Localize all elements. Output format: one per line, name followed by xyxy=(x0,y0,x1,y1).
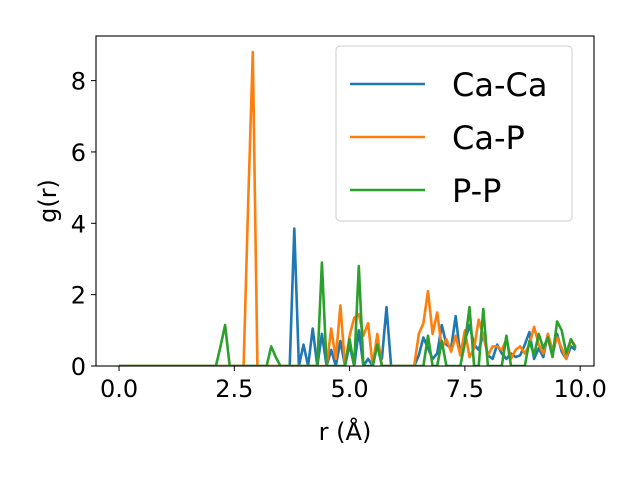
x-tick-label: 10.0 xyxy=(553,375,606,403)
legend-label-p-p: P-P xyxy=(452,172,501,210)
legend-label-ca-ca: Ca-Ca xyxy=(452,66,547,104)
x-tick-label: 2.5 xyxy=(215,375,253,403)
plot-area-frame xyxy=(95,35,595,367)
legend: Ca-Ca Ca-P P-P xyxy=(335,45,573,222)
series-line-ca-p xyxy=(119,50,577,366)
y-tick-label: 0 xyxy=(71,353,86,381)
x-tick-label: 0.0 xyxy=(100,375,138,403)
y-tick-label: 6 xyxy=(71,139,86,167)
y-tick-label: 2 xyxy=(71,282,86,310)
x-tick-label: 5.0 xyxy=(331,375,369,403)
x-tick-label: 7.5 xyxy=(446,375,484,403)
x-axis-label: r (Å) xyxy=(319,417,372,446)
y-axis-label: g(r) xyxy=(34,179,62,223)
legend-frame xyxy=(335,45,573,222)
series-line-p-p xyxy=(119,261,577,366)
y-tick-label: 8 xyxy=(71,68,86,96)
y-tick-label: 4 xyxy=(71,210,86,238)
legend-label-ca-p: Ca-P xyxy=(452,119,525,157)
